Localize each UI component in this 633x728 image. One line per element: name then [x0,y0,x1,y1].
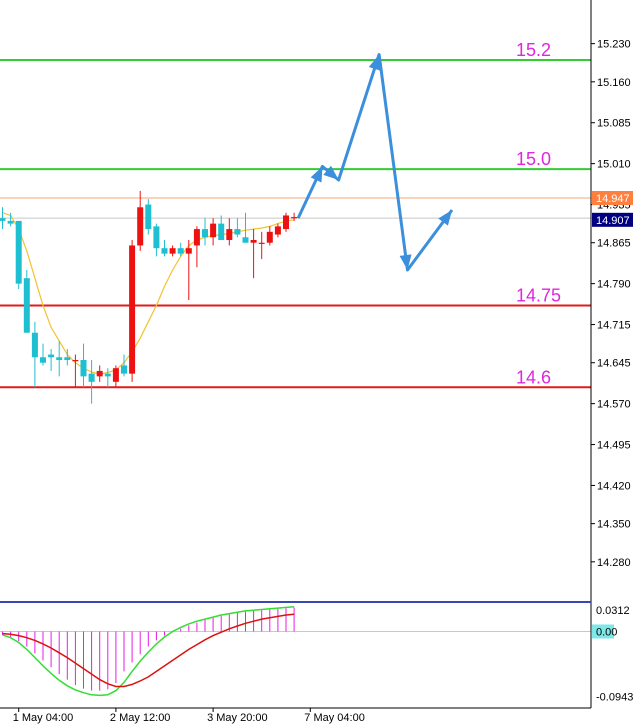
price-tick-label: 14.570 [597,399,631,411]
time-tick-label: 3 May 20:00 [207,712,268,724]
price-tick-label: 15.010 [597,159,631,171]
price-tag-label: 14.907 [596,215,630,227]
price-tick-label: 14.420 [597,480,631,492]
level-label: 14.75 [516,285,561,305]
candle-bear [64,357,71,360]
price-tick-label: 14.790 [597,279,631,291]
candle-bear [23,278,30,333]
candle-bear [40,357,46,363]
projection-arrowhead [438,210,453,226]
candle-bull [250,240,257,243]
price-tick-label: 14.280 [597,557,631,569]
osc-tick-label: 0.0312 [596,605,630,617]
price-tick-label: 15.085 [597,118,631,130]
price-tick-label: 14.645 [597,358,631,370]
projection-arrowhead [399,254,412,270]
candle-bear [88,373,95,382]
osc-tick-label: 0.00 [596,627,617,639]
candle-bear [15,220,22,284]
time-tick-label: 7 May 04:00 [304,712,365,724]
candle-bull [283,215,289,230]
candle-bull [274,226,281,235]
candle-bear [104,373,111,377]
price-tag [592,212,633,227]
price-plot: 15.2 15.0 14.75 14.6 [0,40,591,404]
level-label: 15.2 [516,40,551,60]
candle-bear [121,365,127,374]
time-tick-label: 1 May 04:00 [13,712,74,724]
projection-arrowhead [310,166,323,183]
projection-arrowhead [368,54,381,71]
candle-bear [145,204,152,230]
candle-bull [210,223,217,238]
candle-bear [48,354,55,358]
projection-path [296,53,454,272]
price-tick-label: 15.230 [597,39,631,51]
oscillator-plot [0,606,591,697]
candle-bull [291,217,298,219]
moving-average-line [2,212,295,375]
candle-bull [258,242,265,244]
price-tag [592,191,633,205]
candle-bear [202,229,208,238]
price-tick-label: 14.865 [597,238,631,250]
time-tick-label: 2 May 12:00 [110,712,171,724]
candle-bull [96,370,103,377]
projection-arrowhead [323,165,339,180]
price-tick-label: 15.160 [597,77,631,89]
price-tick-label: 14.715 [597,320,631,332]
candle-bear [161,248,168,254]
candle-bull [112,368,119,382]
candle-bear [153,226,160,249]
candle-bear [56,357,63,360]
candle-bear [177,248,184,254]
price-tick-label: 14.350 [597,519,631,531]
candle-bull [193,229,200,246]
candle-bull [137,207,144,246]
candle-bear [218,223,225,240]
candle-bull [226,229,233,240]
candle-bear [242,237,249,243]
level-label: 14.6 [516,367,551,387]
candle-bear [7,220,14,224]
candle-bear [31,332,38,358]
candle-bull [266,231,273,243]
price-tick-label: 14.495 [597,440,631,452]
level-label: 15.0 [516,149,551,169]
osc-tick-label: -0.0943 [596,691,633,703]
price-tag-label: 14.947 [596,193,630,205]
zero-tag [592,624,614,639]
candle-bull [72,360,79,362]
candle-bull [169,248,176,254]
signal-line [2,613,295,688]
candle-bear [80,360,87,377]
candle-bull [129,245,136,374]
candle-bull [185,248,192,254]
fast-line [2,606,295,697]
candle-bear [234,229,241,235]
candle-bear [0,218,6,221]
